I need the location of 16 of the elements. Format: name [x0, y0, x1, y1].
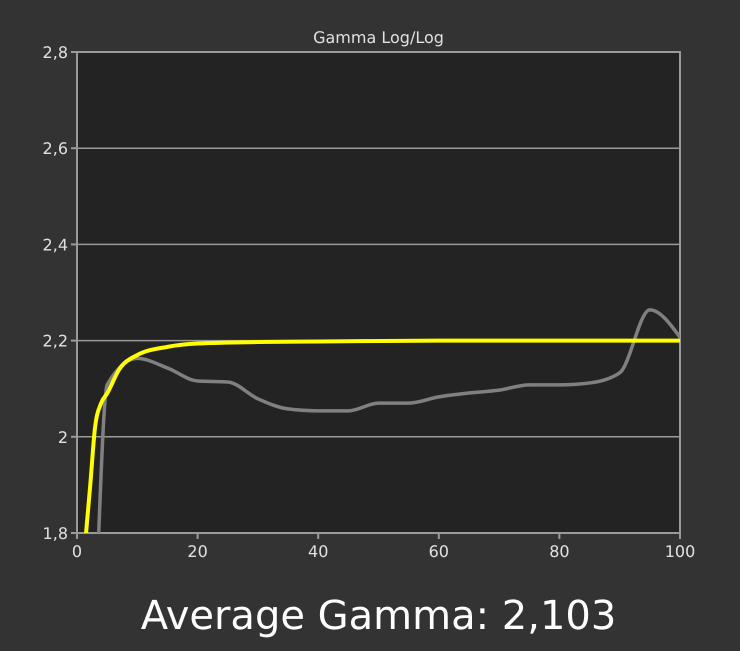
y-tick-label: 2,4: [42, 235, 68, 254]
x-tick-label: 20: [187, 542, 208, 561]
y-tick-label: 2,2: [42, 332, 68, 351]
chart-title: Gamma Log/Log: [313, 28, 444, 47]
line-series: [84, 338, 680, 533]
x-tick-label: 60: [428, 542, 449, 561]
x-tick-label: 0: [72, 542, 82, 561]
x-tick-label: 100: [664, 542, 696, 561]
x-tick-label: 80: [549, 542, 570, 561]
y-tick-label: 1,8: [42, 524, 68, 543]
x-tick-label: 40: [308, 542, 328, 561]
text: Average Gamma: 2,103: [140, 593, 616, 639]
y-tick-label: 2: [58, 428, 68, 447]
y-tick-label: 2,8: [42, 43, 68, 62]
y-tick-label: 2,6: [42, 139, 68, 158]
line-series: [96, 308, 680, 533]
